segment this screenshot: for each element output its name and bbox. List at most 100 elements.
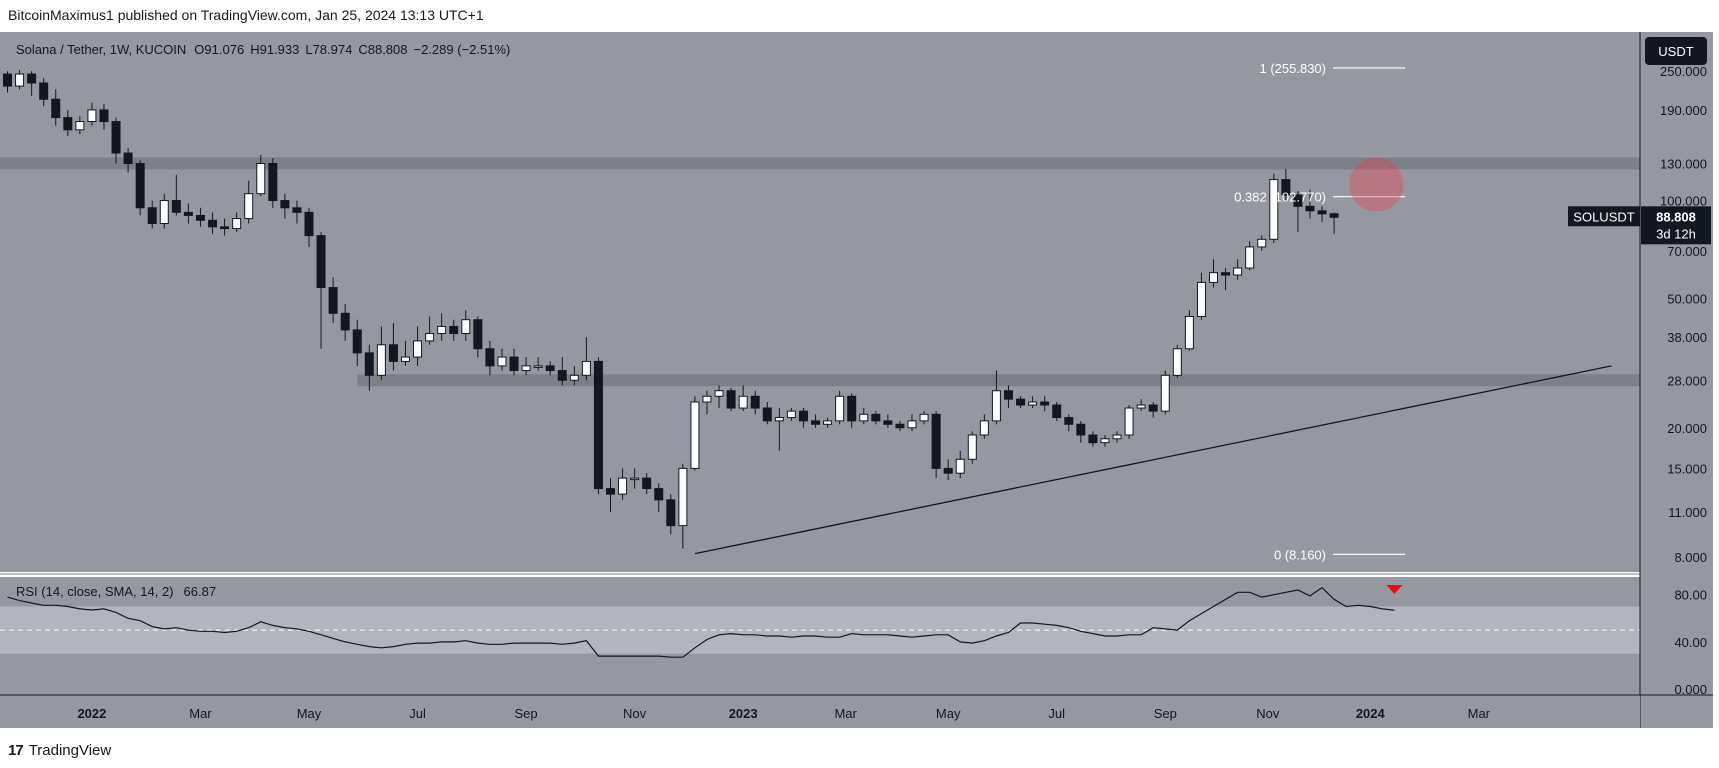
candle (39, 78, 49, 107)
candle-body-up (690, 401, 700, 469)
time-axis-label: Mar (1468, 706, 1491, 721)
candle (859, 408, 869, 425)
candle (1003, 385, 1013, 409)
candle-body-up (256, 163, 266, 195)
candle-body-up (907, 420, 917, 429)
candle-body-down (473, 319, 483, 350)
candle-body-down (39, 82, 49, 100)
candle (630, 468, 640, 489)
candle (1196, 272, 1206, 320)
candle (292, 200, 302, 224)
candle (1028, 396, 1038, 409)
candle (1209, 259, 1218, 288)
candle-body-up (1028, 401, 1038, 406)
candle-body-up (413, 340, 423, 358)
fib-level-label: 1 (255.830) (1260, 61, 1327, 76)
candle (907, 414, 917, 432)
price-tag-value: 88.808 (1656, 209, 1696, 224)
candle-body-down (292, 207, 302, 213)
footer-brand: TradingView (28, 742, 112, 759)
candle-body-up (376, 344, 386, 376)
candle (1221, 268, 1231, 291)
candle (485, 340, 495, 376)
candle (955, 450, 965, 479)
candle (171, 174, 181, 216)
candle-body-up (835, 395, 845, 422)
candle (545, 361, 555, 376)
candle (497, 348, 507, 371)
candle-body-down (27, 73, 37, 84)
price-axis-label: 11.000 (1668, 505, 1707, 520)
candle-body-down (1088, 434, 1098, 444)
candle (268, 158, 278, 208)
legend-change: −2.289 (−2.51%) (414, 42, 511, 57)
candle-body-up (979, 420, 989, 436)
candle-body-up (678, 467, 688, 527)
candle-body-down (63, 117, 73, 131)
candle (702, 390, 712, 415)
candle (1064, 414, 1074, 432)
candle (967, 431, 977, 464)
time-axis-label: May (297, 706, 322, 721)
candle (943, 459, 953, 481)
candle-body-down (3, 73, 12, 87)
candle-body-up (400, 356, 410, 362)
candle-body-up (425, 332, 435, 342)
candle (256, 155, 266, 197)
candle-body-up (75, 121, 85, 131)
currency-button-bg[interactable] (1645, 37, 1707, 65)
time-axis-label: Mar (189, 706, 212, 721)
candle-body-down (135, 163, 145, 209)
candle-body-down (364, 352, 374, 376)
candle (1124, 405, 1134, 439)
candle-body-down (1148, 404, 1158, 412)
candle-body-down (883, 420, 893, 425)
candle (895, 420, 905, 432)
currency-button-label[interactable]: USDT (1658, 44, 1693, 59)
candle (738, 385, 748, 412)
candle-body-down (195, 214, 205, 221)
candle (328, 277, 338, 324)
candle-body-up (581, 360, 591, 376)
candle-body-down (1052, 404, 1062, 419)
time-axis-label: Jul (409, 706, 426, 721)
candle (811, 414, 821, 428)
price-axis-label: 8.000 (1674, 550, 1707, 565)
time-axis-label: 2022 (77, 706, 106, 721)
time-axis-label: Jul (1048, 706, 1065, 721)
candle (75, 116, 85, 135)
candle-body-down (208, 219, 218, 228)
price-axis-label: 20.000 (1667, 421, 1707, 436)
candle (1293, 191, 1303, 233)
rsi-legend: RSI (14, close, SMA, 14, 2) 66.87 (16, 584, 216, 599)
candle-body-down (183, 211, 193, 216)
candle (798, 408, 808, 428)
price-tag-symbol: SOLUSDT (1573, 209, 1634, 224)
time-axis-label: Nov (623, 706, 647, 721)
legend-high: 91.933 (260, 42, 300, 57)
candle (569, 365, 579, 386)
candle-body-down (798, 410, 808, 422)
candle-body-up (1172, 348, 1182, 376)
legend-o-label: O (194, 42, 204, 57)
candle-body-up (159, 200, 169, 224)
candle-body-up (859, 413, 869, 422)
candle (1112, 431, 1122, 443)
tradingview-logo-icon: 17 (8, 742, 24, 759)
candle (1040, 396, 1050, 412)
time-axis-label: Sep (1154, 706, 1177, 721)
candle (762, 402, 772, 425)
candle-body-down (545, 365, 555, 372)
highlight-circle (1349, 157, 1404, 212)
candle (823, 417, 833, 428)
candle-body-up (1196, 281, 1206, 317)
candle-body-up (1233, 267, 1243, 276)
candle (991, 370, 1001, 425)
candle (400, 340, 410, 366)
currency-button[interactable]: USDT (1645, 37, 1707, 65)
candle-body-down (557, 370, 567, 381)
publisher-line: BitcoinMaximus1 published on TradingView… (8, 7, 484, 23)
candle-body-up (991, 390, 1001, 422)
candle-body-up (1269, 179, 1279, 240)
